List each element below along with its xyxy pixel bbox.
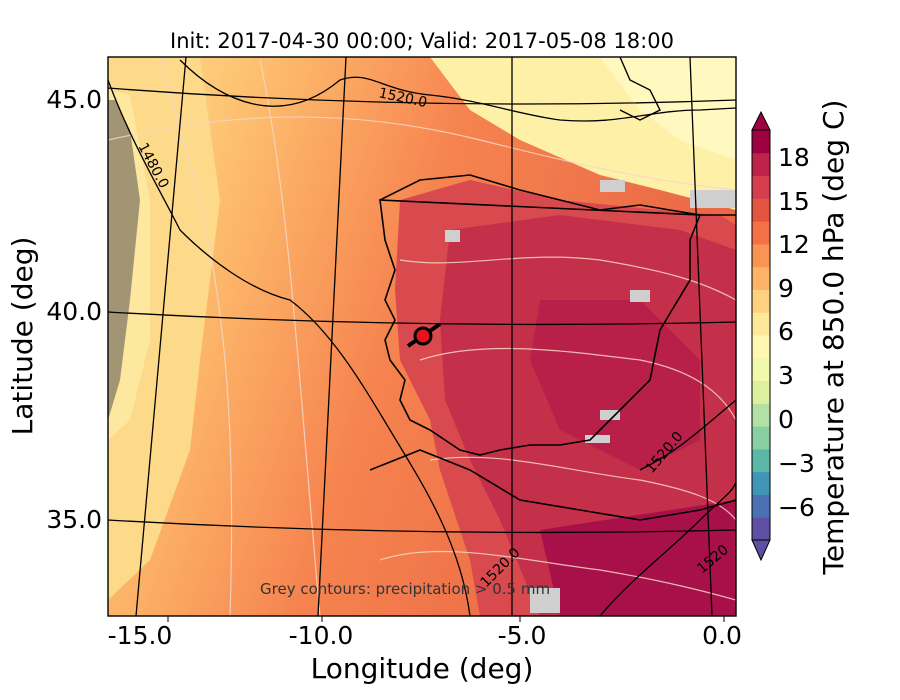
precip-patch-7 bbox=[600, 180, 625, 192]
colorbar: 18 15 12 9 6 3 0 −3 −6 Temperature at 85… bbox=[751, 100, 850, 576]
precip-patch-west bbox=[108, 100, 140, 420]
y-tick-label: 35.0 bbox=[46, 505, 102, 534]
plot-title: Init: 2017-04-30 00:00; Valid: 2017-05-0… bbox=[170, 29, 674, 53]
colorbar-frame bbox=[751, 129, 771, 541]
y-axis-label: Latitude (deg) bbox=[6, 237, 39, 436]
colorbar-cell bbox=[752, 517, 770, 541]
x-axis: -15.0 -10.0 -5.0 0.0 Longitude (deg) bbox=[108, 616, 742, 685]
x-tick-label: -5.0 bbox=[498, 621, 547, 650]
colorbar-cell bbox=[752, 266, 770, 290]
colorbar-cell bbox=[752, 471, 770, 495]
colorbar-cell bbox=[752, 152, 770, 177]
colorbar-cell bbox=[752, 175, 770, 199]
colorbar-cell bbox=[752, 403, 770, 427]
y-tick-label: 40.0 bbox=[46, 297, 102, 326]
colorbar-cell bbox=[752, 221, 770, 245]
iberia-coastline bbox=[379, 174, 736, 456]
colorbar-max-arrow bbox=[751, 110, 771, 131]
colorbar-tick: 6 bbox=[778, 317, 794, 346]
precip-patch-3 bbox=[630, 290, 650, 302]
colorbar-cell bbox=[752, 357, 770, 382]
y-axis: 45.0 40.0 35.0 Latitude (deg) bbox=[6, 85, 102, 534]
precip-patch-5 bbox=[690, 190, 736, 208]
colorbar-tick: −3 bbox=[778, 449, 815, 478]
height-contours bbox=[108, 59, 736, 616]
temperature-contours bbox=[108, 59, 736, 616]
x-axis-label: Longitude (deg) bbox=[311, 652, 534, 685]
y-tick-label: 45.0 bbox=[46, 85, 102, 114]
precip-patch-2 bbox=[585, 435, 610, 443]
colorbar-cell bbox=[752, 243, 770, 268]
colorbar-label: Temperature at 850.0 hPa (deg C) bbox=[817, 100, 850, 576]
colorbar-tick: 12 bbox=[778, 230, 810, 259]
africa-coastline bbox=[369, 449, 736, 521]
colorbar-tick: 18 bbox=[778, 143, 810, 172]
colorbar-cell bbox=[752, 448, 770, 473]
colorbar-cell bbox=[752, 494, 770, 518]
x-tick-label: -15.0 bbox=[108, 621, 173, 650]
colorbar-cell bbox=[752, 312, 770, 336]
graticule bbox=[108, 57, 736, 616]
location-marker bbox=[413, 326, 433, 346]
colorbar-tick: 15 bbox=[778, 187, 810, 216]
colorbar-cell bbox=[752, 335, 770, 359]
colorbar-cell bbox=[752, 198, 770, 222]
colorbar-cell bbox=[752, 130, 770, 154]
colorbar-tick: −6 bbox=[778, 493, 815, 522]
colorbar-cell bbox=[752, 380, 770, 404]
colorbar-tick: 9 bbox=[778, 274, 794, 303]
colorbar-cell bbox=[752, 426, 770, 450]
map-frame bbox=[107, 56, 737, 617]
colorbar-cell bbox=[752, 289, 770, 313]
x-tick-label: 0.0 bbox=[702, 621, 742, 650]
precip-patch-6 bbox=[445, 230, 460, 242]
colorbar-min-arrow bbox=[751, 539, 771, 562]
precip-note: Grey contours: precipitation > 0.5 mm bbox=[260, 580, 550, 598]
precip-patch-1 bbox=[600, 410, 620, 420]
france-coastline bbox=[619, 57, 661, 121]
colorbar-tick: 0 bbox=[778, 405, 794, 434]
precip-patch-4 bbox=[530, 588, 560, 613]
colorbar-cells bbox=[752, 130, 770, 541]
x-tick-label: -10.0 bbox=[289, 621, 354, 650]
colorbar-tick: 3 bbox=[778, 361, 794, 390]
map-area: 1520.0 1480.0 1520.0 1520.0 1520 Grey co… bbox=[108, 57, 736, 616]
